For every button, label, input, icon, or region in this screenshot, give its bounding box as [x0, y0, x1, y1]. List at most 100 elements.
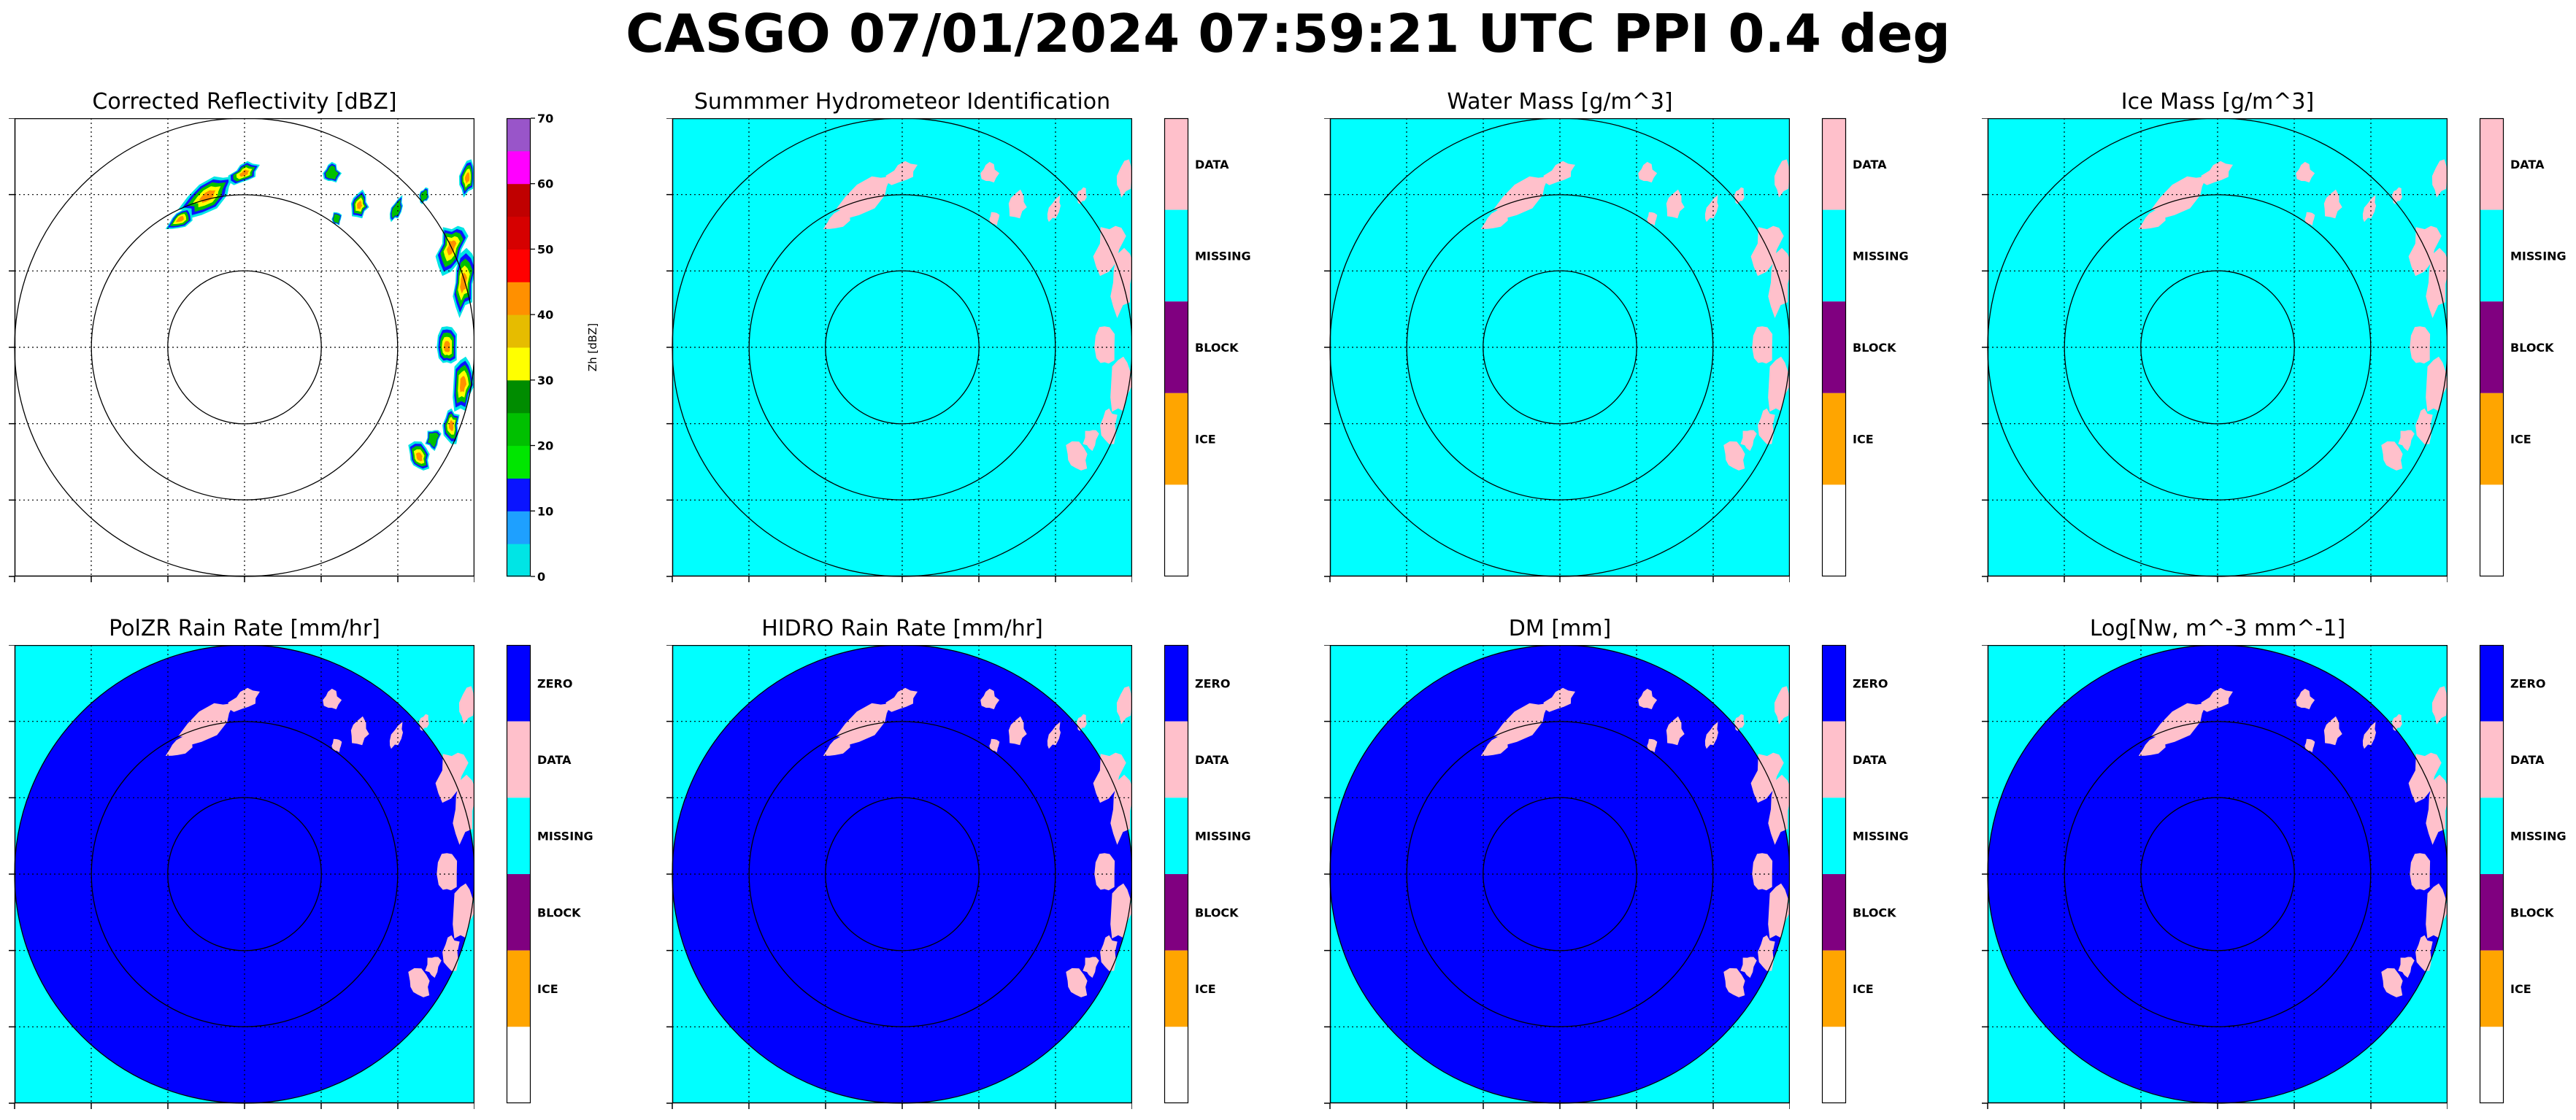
colorbar-label-ice: ICE [2510, 982, 2531, 996]
colorbar-band-13 [507, 150, 531, 185]
colorbar-label-ice: ICE [537, 982, 558, 996]
echo-cell-1 [1493, 703, 1550, 746]
colorbar-band-10 [507, 249, 531, 282]
echo-cell-3 [1480, 735, 1508, 756]
colorbar-segment-zero [1822, 645, 1846, 722]
colorbar-segment-blank [1164, 484, 1188, 576]
echo-cell-15 [2398, 430, 2415, 452]
colorbar-label-ice: ICE [1195, 982, 1216, 996]
colorbar-label-ice: ICE [1195, 433, 1216, 447]
colorbar-label-block: BLOCK [2510, 341, 2554, 355]
echo-cell-5-level-5 [357, 200, 363, 209]
hidro-rain-rate-map [666, 645, 1132, 1109]
echo-cell-9 [2408, 225, 2442, 277]
colorbar-label-missing: MISSING [2510, 249, 2567, 263]
echo-cell-12 [1110, 883, 1132, 939]
echo-cell-3 [2138, 208, 2166, 229]
echo-cell-6 [2304, 212, 2315, 225]
echo-cell-2 [885, 687, 918, 712]
echo-cell-5 [2323, 716, 2342, 746]
colorbar-tick-label: 50 [537, 242, 553, 256]
echo-cell-2-level-5 [239, 169, 250, 177]
colorbar-segment-zero [2480, 645, 2504, 722]
echo-regions [2138, 159, 2448, 471]
hidro-rain-rate-title: HIDRO Rain Rate [mm/hr] [761, 616, 1043, 641]
echo-cell-10 [2426, 247, 2448, 318]
colorbar-axis-label: Zh [dBZ] [586, 323, 599, 371]
echo-cell-1-level-5 [199, 190, 216, 203]
echo-cell-7 [1047, 722, 1061, 749]
echo-cell-10 [453, 774, 474, 845]
echo-cell-14 [1723, 441, 1745, 471]
echo-cell-12 [1768, 883, 1790, 939]
colorbar-band-7 [507, 347, 531, 381]
echo-cell-11 [2410, 853, 2431, 891]
echo-cell-13 [2415, 935, 2433, 971]
colorbar-segment-data [2480, 118, 2504, 210]
water-mass-title: Water Mass [g/m^3] [1447, 89, 1673, 115]
colorbar-segment-missing [1822, 797, 1846, 874]
colorbar-band-6 [507, 379, 531, 414]
colorbar-label-block: BLOCK [1195, 341, 1239, 355]
colorbar-segment-blank [1822, 484, 1846, 576]
colorbar-segment-missing [1822, 209, 1846, 302]
colorbar-label-block: BLOCK [1853, 341, 1896, 355]
colorbar-segment-blank [2480, 1027, 2504, 1103]
colorbar-segment-data [1822, 118, 1846, 210]
echo-cell-10 [1110, 774, 1132, 845]
colorbar-label-missing: MISSING [537, 830, 593, 843]
echo-cell-13-level-5 [448, 420, 454, 431]
echo-cell-12 [1768, 356, 1790, 412]
colorbar-band-5 [507, 412, 531, 447]
axes-frame [672, 118, 1132, 577]
echo-cell-15 [1083, 957, 1099, 978]
colorbar-label-data: DATA [2510, 753, 2545, 767]
colorbar-frame [2479, 117, 2504, 577]
echo-cell-7 [389, 722, 403, 749]
echo-cell-6 [989, 738, 1000, 752]
echo-cell-8 [1077, 714, 1087, 731]
echo-cell-8 [1077, 187, 1087, 204]
colorbar-label-missing: MISSING [1853, 249, 1909, 263]
echo-regions [165, 686, 474, 997]
echo-cell-7 [2362, 722, 2376, 749]
colorbar-label-missing: MISSING [2510, 830, 2567, 843]
colorbar-label-data: DATA [537, 753, 572, 767]
echo-regions [823, 686, 1132, 997]
echo-cell-14 [1066, 968, 1088, 997]
polzr-rain-rate-map [9, 645, 474, 1109]
colorbar-band-3 [507, 478, 531, 511]
colorbar-label-zero: ZERO [2510, 676, 2545, 690]
colorbar-frame [2479, 644, 2504, 1104]
log-nw-title: Log[Nw, m^-3 mm^-1] [2089, 616, 2346, 641]
range-ring-2 [748, 721, 1056, 1027]
colorbar-tick-label: 0 [537, 570, 545, 584]
map-grid [1987, 118, 2448, 577]
echo-cell-1 [178, 703, 234, 746]
echo-cell-5 [350, 716, 369, 746]
axes-frame [1329, 118, 1790, 577]
colorbar-tick-label: 30 [537, 374, 553, 387]
colorbar-segment-missing [507, 797, 531, 874]
colorbar-band-8 [507, 314, 531, 348]
polzr-rain-rate-title: PolZR Rain Rate [mm/hr] [109, 616, 380, 641]
echo-cell-9 [435, 752, 469, 803]
colorbar-segment-zero [1164, 645, 1188, 722]
echo-cell-13 [1100, 408, 1118, 444]
echo-cell-13 [1758, 408, 1775, 444]
echo-cell-4 [1638, 688, 1658, 710]
echo-cell-11 [437, 853, 458, 891]
echo-cell-11-level-5 [444, 341, 450, 352]
echo-cell-13 [442, 935, 460, 971]
colorbar-segment-block [1822, 301, 1846, 393]
echo-cell-12 [2426, 883, 2448, 939]
colorbar-segment-blank [1164, 1027, 1188, 1103]
reflectivity-map [9, 118, 474, 582]
ice-mass-title: Ice Mass [g/m^3] [2121, 89, 2315, 115]
echo-cell-4 [980, 161, 1000, 183]
hydrometeor-map [666, 118, 1132, 582]
colorbar-band-14 [507, 118, 531, 152]
echo-cell-11 [2410, 326, 2431, 364]
echo-cell-6 [331, 738, 342, 752]
colorbar-label-missing: MISSING [1853, 830, 1909, 843]
